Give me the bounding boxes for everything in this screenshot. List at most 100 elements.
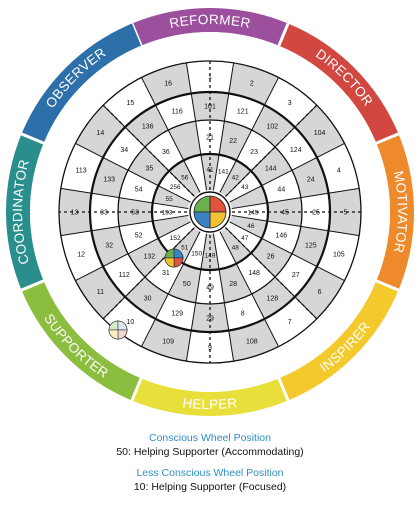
position-number: 16 [164, 81, 172, 88]
position-number: 152 [170, 235, 181, 242]
position-number: 29 [206, 316, 214, 323]
position-number: 13 [71, 210, 79, 217]
shaded-cell [291, 157, 329, 198]
position-number: 48 [232, 244, 240, 251]
shaded-cell [152, 185, 191, 209]
shaded-cell [91, 226, 129, 267]
position-number: 8 [241, 310, 245, 317]
position-number: 45 [281, 210, 289, 217]
position-number: 25 [312, 210, 320, 217]
position-number: 109 [162, 338, 174, 345]
position-number: 101 [204, 104, 216, 111]
position-number: 125 [305, 242, 317, 249]
position-number: 43 [241, 184, 249, 191]
conscious-position-heading: Conscious Wheel Position [149, 432, 271, 444]
band-separator [277, 377, 290, 402]
position-number: 6 [318, 289, 322, 296]
band-separator [130, 377, 143, 402]
shaded-cell [228, 318, 279, 362]
less-conscious-position-value: 10: Helping Supporter (Focused) [133, 481, 287, 493]
wheel-position-numbers: 1101214121212214131022342104124144434244… [71, 74, 348, 352]
position-number: 108 [246, 338, 258, 345]
position-number: 104 [314, 130, 326, 137]
position-number: 9 [208, 345, 212, 352]
color-band-motivator [376, 133, 414, 291]
segment-divider [141, 77, 201, 193]
segment-divider [60, 187, 189, 210]
position-number: 124 [290, 147, 302, 154]
position-number: 49 [206, 285, 214, 292]
position-number: 46 [247, 223, 255, 230]
shaded-cell [118, 197, 153, 227]
position-number: 121 [237, 109, 249, 116]
position-number: 35 [145, 165, 153, 172]
position-number: 30 [144, 295, 152, 302]
position-number: 149 [205, 253, 216, 260]
color-band-helper [131, 378, 289, 417]
position-number: 31 [162, 270, 170, 277]
position-number: 3 [288, 100, 292, 107]
position-number: 148 [248, 270, 260, 277]
position-number: 42 [232, 175, 240, 182]
position-number: 27 [292, 272, 300, 279]
position-number: 22 [229, 138, 237, 145]
position-number: 11 [97, 289, 104, 296]
position-number: 153 [162, 210, 173, 217]
position-number: 26 [267, 254, 275, 261]
position-number: 129 [171, 310, 183, 317]
segment-divider [219, 231, 279, 347]
position-number: 24 [307, 177, 315, 184]
segment-divider [75, 221, 191, 281]
shaded-cell [267, 197, 303, 227]
position-number: 2 [250, 81, 254, 88]
position-number: 51 [181, 244, 189, 251]
ring-label-text: MOTIVATOR [391, 170, 410, 255]
position-number: 36 [162, 149, 170, 156]
position-number: 150 [191, 250, 202, 257]
shaded-cell [152, 215, 191, 239]
shaded-cell [168, 263, 201, 303]
position-number: 7 [288, 319, 292, 326]
insights-wheel: 1101214121212214131022342104124144434244… [6, 8, 414, 417]
shaded-cell [228, 62, 279, 106]
position-number: 47 [241, 235, 249, 242]
position-number: 53 [131, 210, 139, 217]
shaded-cell [229, 215, 268, 239]
ring-label-text: COORDINATOR [10, 158, 32, 266]
position-number: 28 [229, 281, 237, 288]
shaded-cell [191, 92, 229, 122]
shaded-cell [219, 227, 252, 264]
position-number: 55 [165, 196, 173, 203]
position-number: 52 [135, 233, 143, 240]
shaded-cell [219, 121, 252, 161]
position-number: 116 [172, 109, 183, 116]
position-number: 113 [76, 168, 87, 175]
position-number: 128 [266, 295, 278, 302]
position-number: 141 [218, 169, 229, 176]
segment-divider [212, 62, 235, 191]
position-number: 136 [142, 124, 154, 131]
position-number: 102 [266, 124, 278, 131]
position-number: 54 [135, 186, 143, 193]
shaded-cell [125, 105, 169, 147]
shaded-cell [294, 266, 345, 319]
shaded-cell [219, 263, 252, 303]
segment-divider [219, 77, 279, 193]
marker-quadrant [164, 257, 175, 268]
segment-divider [185, 62, 208, 191]
less-conscious-position-marker [108, 320, 128, 340]
conscious-position-value: 50: Helping Supporter (Accommodating) [116, 446, 304, 458]
position-number: 12 [77, 251, 85, 258]
shaded-cell [291, 226, 329, 267]
shaded-cell [168, 121, 201, 161]
position-number: 146 [275, 233, 287, 240]
shaded-cell [91, 157, 129, 198]
position-number: 132 [143, 254, 155, 261]
segment-divider [60, 214, 189, 237]
shaded-cell [191, 302, 229, 333]
band-separator [20, 279, 45, 292]
shaded-cell [251, 238, 292, 278]
color-band-inspirer [278, 280, 399, 401]
position-number: 112 [119, 272, 130, 279]
segment-divider [229, 221, 345, 281]
